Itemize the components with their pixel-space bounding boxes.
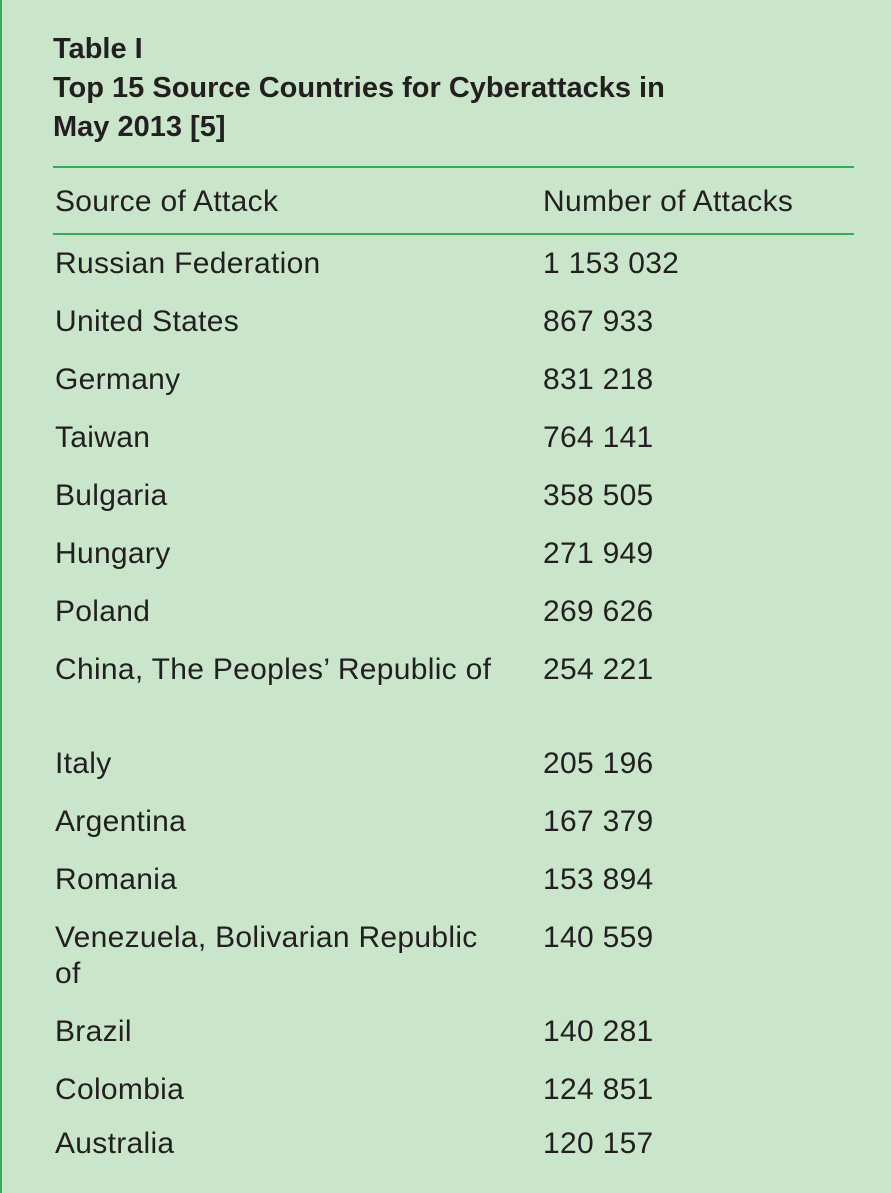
attack-count-cell: 867 933 [543,305,654,338]
attack-count-cell: 764 141 [543,421,654,454]
attack-count-cell: 140 559 [543,921,654,954]
source-country-cell: Argentina [55,805,187,838]
header-rule [53,233,854,235]
source-country-cell: Taiwan [55,421,151,454]
attack-count-cell: 124 851 [543,1073,654,1106]
attack-count-cell: 120 157 [543,1127,654,1160]
column-header-source: Source of Attack [55,185,279,218]
source-country-cell: Venezuela, Bolivarian Republic of [55,921,478,990]
source-country-cell: Australia [55,1127,175,1160]
table-title-line-2: May 2013 [5] [53,111,226,143]
attack-count-cell: 140 281 [543,1015,654,1048]
source-country-cell: Bulgaria [55,479,168,512]
attack-count-cell: 254 221 [543,653,654,686]
source-country-cell: United States [55,305,240,338]
attack-count-cell: 271 949 [543,537,654,570]
attack-count-cell: 205 196 [543,747,654,780]
attack-count-cell: 153 894 [543,863,654,896]
source-country-cell: Russian Federation [55,247,321,280]
source-country-cell: Colombia [55,1073,185,1106]
source-country-cell: Poland [55,595,151,628]
table-title-line-1: Top 15 Source Countries for Cyberattacks… [53,72,665,104]
attack-count-cell: 1 153 032 [543,247,680,280]
source-country-cell: Romania [55,863,178,896]
attack-count-cell: 269 626 [543,595,654,628]
attack-count-cell: 358 505 [543,479,654,512]
table-label: Table I [53,33,143,65]
attack-count-cell: 167 379 [543,805,654,838]
top-rule [53,166,854,168]
source-country-cell: Germany [55,363,181,396]
column-header-number: Number of Attacks [543,185,794,218]
source-country-cell: China, The Peoples’ Republic of [55,653,492,686]
table-caption: Table I Top 15 Source Countries for Cybe… [53,30,833,147]
source-country-cell: Brazil [55,1015,132,1048]
source-country-cell: Hungary [55,537,171,570]
source-country-cell: Italy [55,747,112,780]
attack-count-cell: 831 218 [543,363,654,396]
